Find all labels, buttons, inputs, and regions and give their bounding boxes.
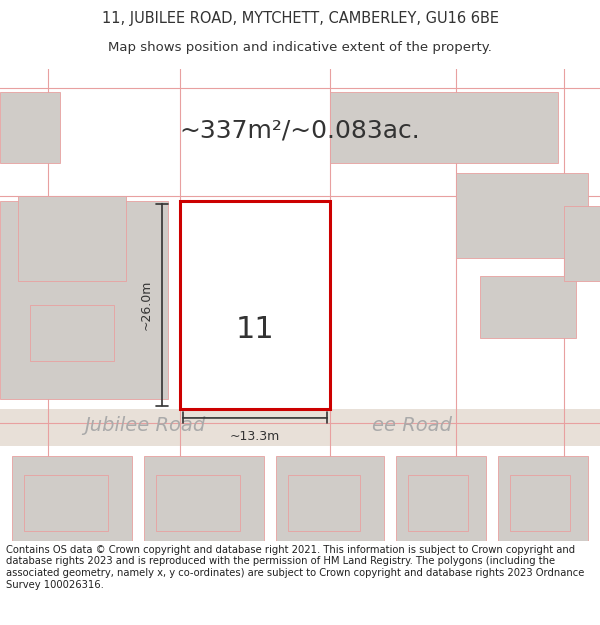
Bar	[510, 474, 570, 531]
Bar	[0, 92, 60, 163]
Text: 11: 11	[236, 315, 274, 344]
Bar	[24, 474, 108, 531]
Bar	[498, 456, 588, 541]
Bar	[396, 456, 486, 541]
Text: Contains OS data © Crown copyright and database right 2021. This information is : Contains OS data © Crown copyright and d…	[6, 545, 584, 589]
Bar	[288, 474, 360, 531]
Text: Map shows position and indicative extent of the property.: Map shows position and indicative extent…	[108, 41, 492, 54]
Bar	[144, 456, 264, 541]
Bar	[18, 196, 126, 281]
Bar	[180, 201, 330, 409]
Text: ~26.0m: ~26.0m	[140, 279, 153, 330]
Text: ~337m²/~0.083ac.: ~337m²/~0.083ac.	[179, 118, 421, 142]
Bar	[30, 304, 114, 361]
Bar	[12, 456, 132, 541]
Bar	[408, 474, 468, 531]
Bar	[204, 267, 306, 361]
Bar	[564, 206, 600, 281]
Bar	[0, 409, 600, 446]
Bar	[0, 201, 168, 399]
Bar	[456, 173, 588, 258]
Text: ee Road: ee Road	[372, 416, 452, 434]
Bar	[330, 92, 558, 163]
Bar	[156, 474, 240, 531]
Text: ~13.3m: ~13.3m	[230, 430, 280, 442]
Text: Jubilee Road: Jubilee Road	[84, 416, 205, 434]
Text: 11, JUBILEE ROAD, MYTCHETT, CAMBERLEY, GU16 6BE: 11, JUBILEE ROAD, MYTCHETT, CAMBERLEY, G…	[101, 11, 499, 26]
Bar	[480, 276, 576, 338]
Bar	[276, 456, 384, 541]
